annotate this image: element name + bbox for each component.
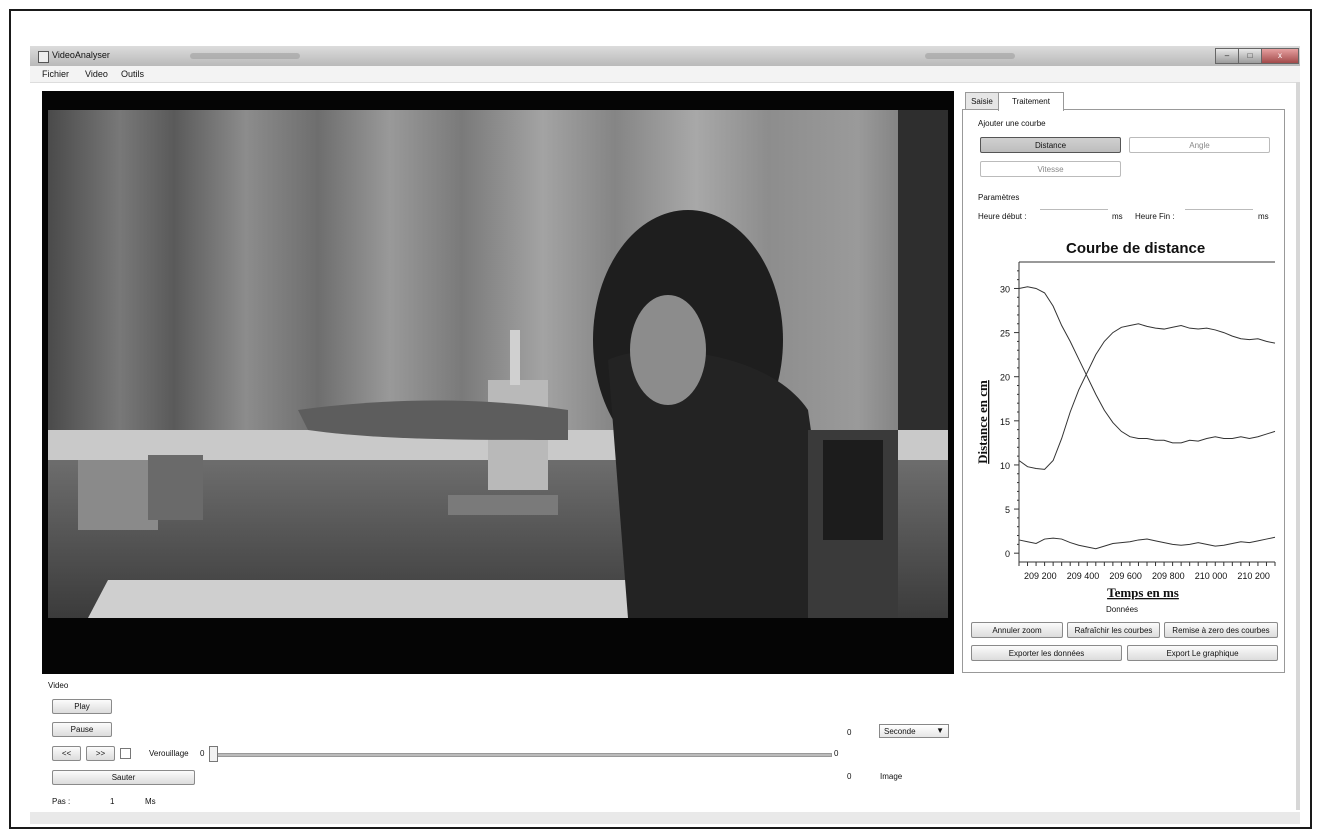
- refresh-curves-button[interactable]: Rafraîchir les courbes: [1067, 622, 1160, 638]
- video-frame: [48, 110, 948, 618]
- traitement-panel: [962, 109, 1285, 673]
- timeline-slider-thumb[interactable]: [209, 746, 218, 762]
- export-graph-button[interactable]: Export Le graphique: [1127, 645, 1278, 661]
- y-tick-label: 5: [1005, 505, 1010, 515]
- jump-button[interactable]: Sauter: [52, 770, 195, 785]
- y-tick-label: 0: [1005, 549, 1010, 559]
- end-time-unit: ms: [1258, 212, 1269, 221]
- data-label: Données: [1106, 605, 1139, 614]
- step-unit: Ms: [145, 797, 156, 806]
- x-tick-label: 209 200: [1024, 571, 1057, 581]
- y-tick-label: 10: [1000, 461, 1010, 471]
- export-data-button[interactable]: Exporter les données: [971, 645, 1122, 661]
- step-value[interactable]: 1: [110, 797, 115, 806]
- title-bar: VideoAnalyser – □ x: [30, 46, 1300, 66]
- image-label: Image: [880, 772, 903, 781]
- x-tick-label: 209 400: [1067, 571, 1100, 581]
- y-tick-label: 20: [1000, 373, 1010, 383]
- time-unit-select[interactable]: Seconde ▼: [879, 724, 949, 738]
- lock-label: Verouillage: [149, 749, 189, 758]
- video-frame-image: [48, 110, 948, 618]
- tab-traitement[interactable]: Traitement: [998, 92, 1064, 111]
- title-bar-blurred-text: [190, 53, 300, 59]
- maximize-button[interactable]: □: [1238, 48, 1262, 64]
- title-bar-blurred-text: [925, 53, 1015, 59]
- step-label: Pas :: [52, 797, 71, 806]
- end-time-label: Heure Fin :: [1135, 212, 1175, 221]
- start-time-input[interactable]: [1040, 209, 1108, 222]
- status-bar: [30, 812, 1300, 824]
- time-unit-selected: Seconde: [884, 727, 916, 736]
- lock-checkbox[interactable]: [120, 748, 131, 759]
- x-tick-label: 210 200: [1237, 571, 1270, 581]
- distance-chart[interactable]: 0 5 10 15 20 25 30 209 200 209 400 209 600 209 800…: [969, 258, 1281, 608]
- series-line-1: [1018, 286, 1276, 444]
- minimize-button[interactable]: –: [1215, 48, 1239, 64]
- y-axis-label: Distance en cm: [975, 380, 990, 464]
- y-tick-label: 30: [1000, 284, 1010, 294]
- params-label: Paramètres: [978, 193, 1020, 202]
- vitesse-button[interactable]: Vitesse: [980, 161, 1121, 177]
- seconds-value[interactable]: 0: [847, 728, 852, 737]
- previous-frame-button[interactable]: <<: [52, 746, 81, 761]
- reset-curves-button[interactable]: Remise à zero des courbes: [1164, 622, 1278, 638]
- distance-button[interactable]: Distance: [980, 137, 1121, 153]
- next-frame-button[interactable]: >>: [86, 746, 115, 761]
- app-icon: [38, 51, 49, 63]
- x-tick-label: 209 600: [1109, 571, 1142, 581]
- play-button[interactable]: Play: [52, 699, 112, 714]
- menu-video[interactable]: Video: [85, 69, 108, 79]
- chevron-down-icon: ▼: [936, 726, 944, 735]
- menu-bar: Fichier Video Outils: [30, 66, 1300, 83]
- slider-right-value: 0: [834, 749, 839, 758]
- x-tick-label: 210 000: [1195, 571, 1228, 581]
- pause-button[interactable]: Pause: [52, 722, 112, 737]
- add-curve-label: Ajouter une courbe: [978, 119, 1046, 128]
- menu-fichier[interactable]: Fichier: [42, 69, 70, 79]
- series-line-2: [1018, 323, 1276, 470]
- timeline-slider-track[interactable]: [213, 753, 832, 757]
- image-value[interactable]: 0: [847, 772, 852, 781]
- start-time-unit: ms: [1112, 212, 1123, 221]
- video-section-label: Video: [48, 681, 69, 690]
- menu-outils[interactable]: Outils: [121, 69, 145, 79]
- window-right-edge: [1296, 82, 1300, 810]
- window-title: VideoAnalyser: [52, 50, 110, 60]
- x-tick-label: 209 800: [1152, 571, 1185, 581]
- series-line-3: [1018, 536, 1276, 550]
- y-tick-label: 25: [1000, 329, 1010, 339]
- video-player[interactable]: [42, 91, 954, 674]
- y-tick-label: 15: [1000, 417, 1010, 427]
- slider-min-value: 0: [200, 749, 205, 758]
- angle-button[interactable]: Angle: [1129, 137, 1270, 153]
- x-axis-label: Temps en ms: [1107, 585, 1179, 600]
- cancel-zoom-button[interactable]: Annuler zoom: [971, 622, 1063, 638]
- close-button[interactable]: x: [1261, 48, 1299, 64]
- chart-title: Courbe de distance: [1066, 240, 1206, 257]
- end-time-input[interactable]: [1185, 209, 1253, 222]
- tab-saisie[interactable]: Saisie: [965, 92, 999, 109]
- start-time-label: Heure début :: [978, 212, 1027, 221]
